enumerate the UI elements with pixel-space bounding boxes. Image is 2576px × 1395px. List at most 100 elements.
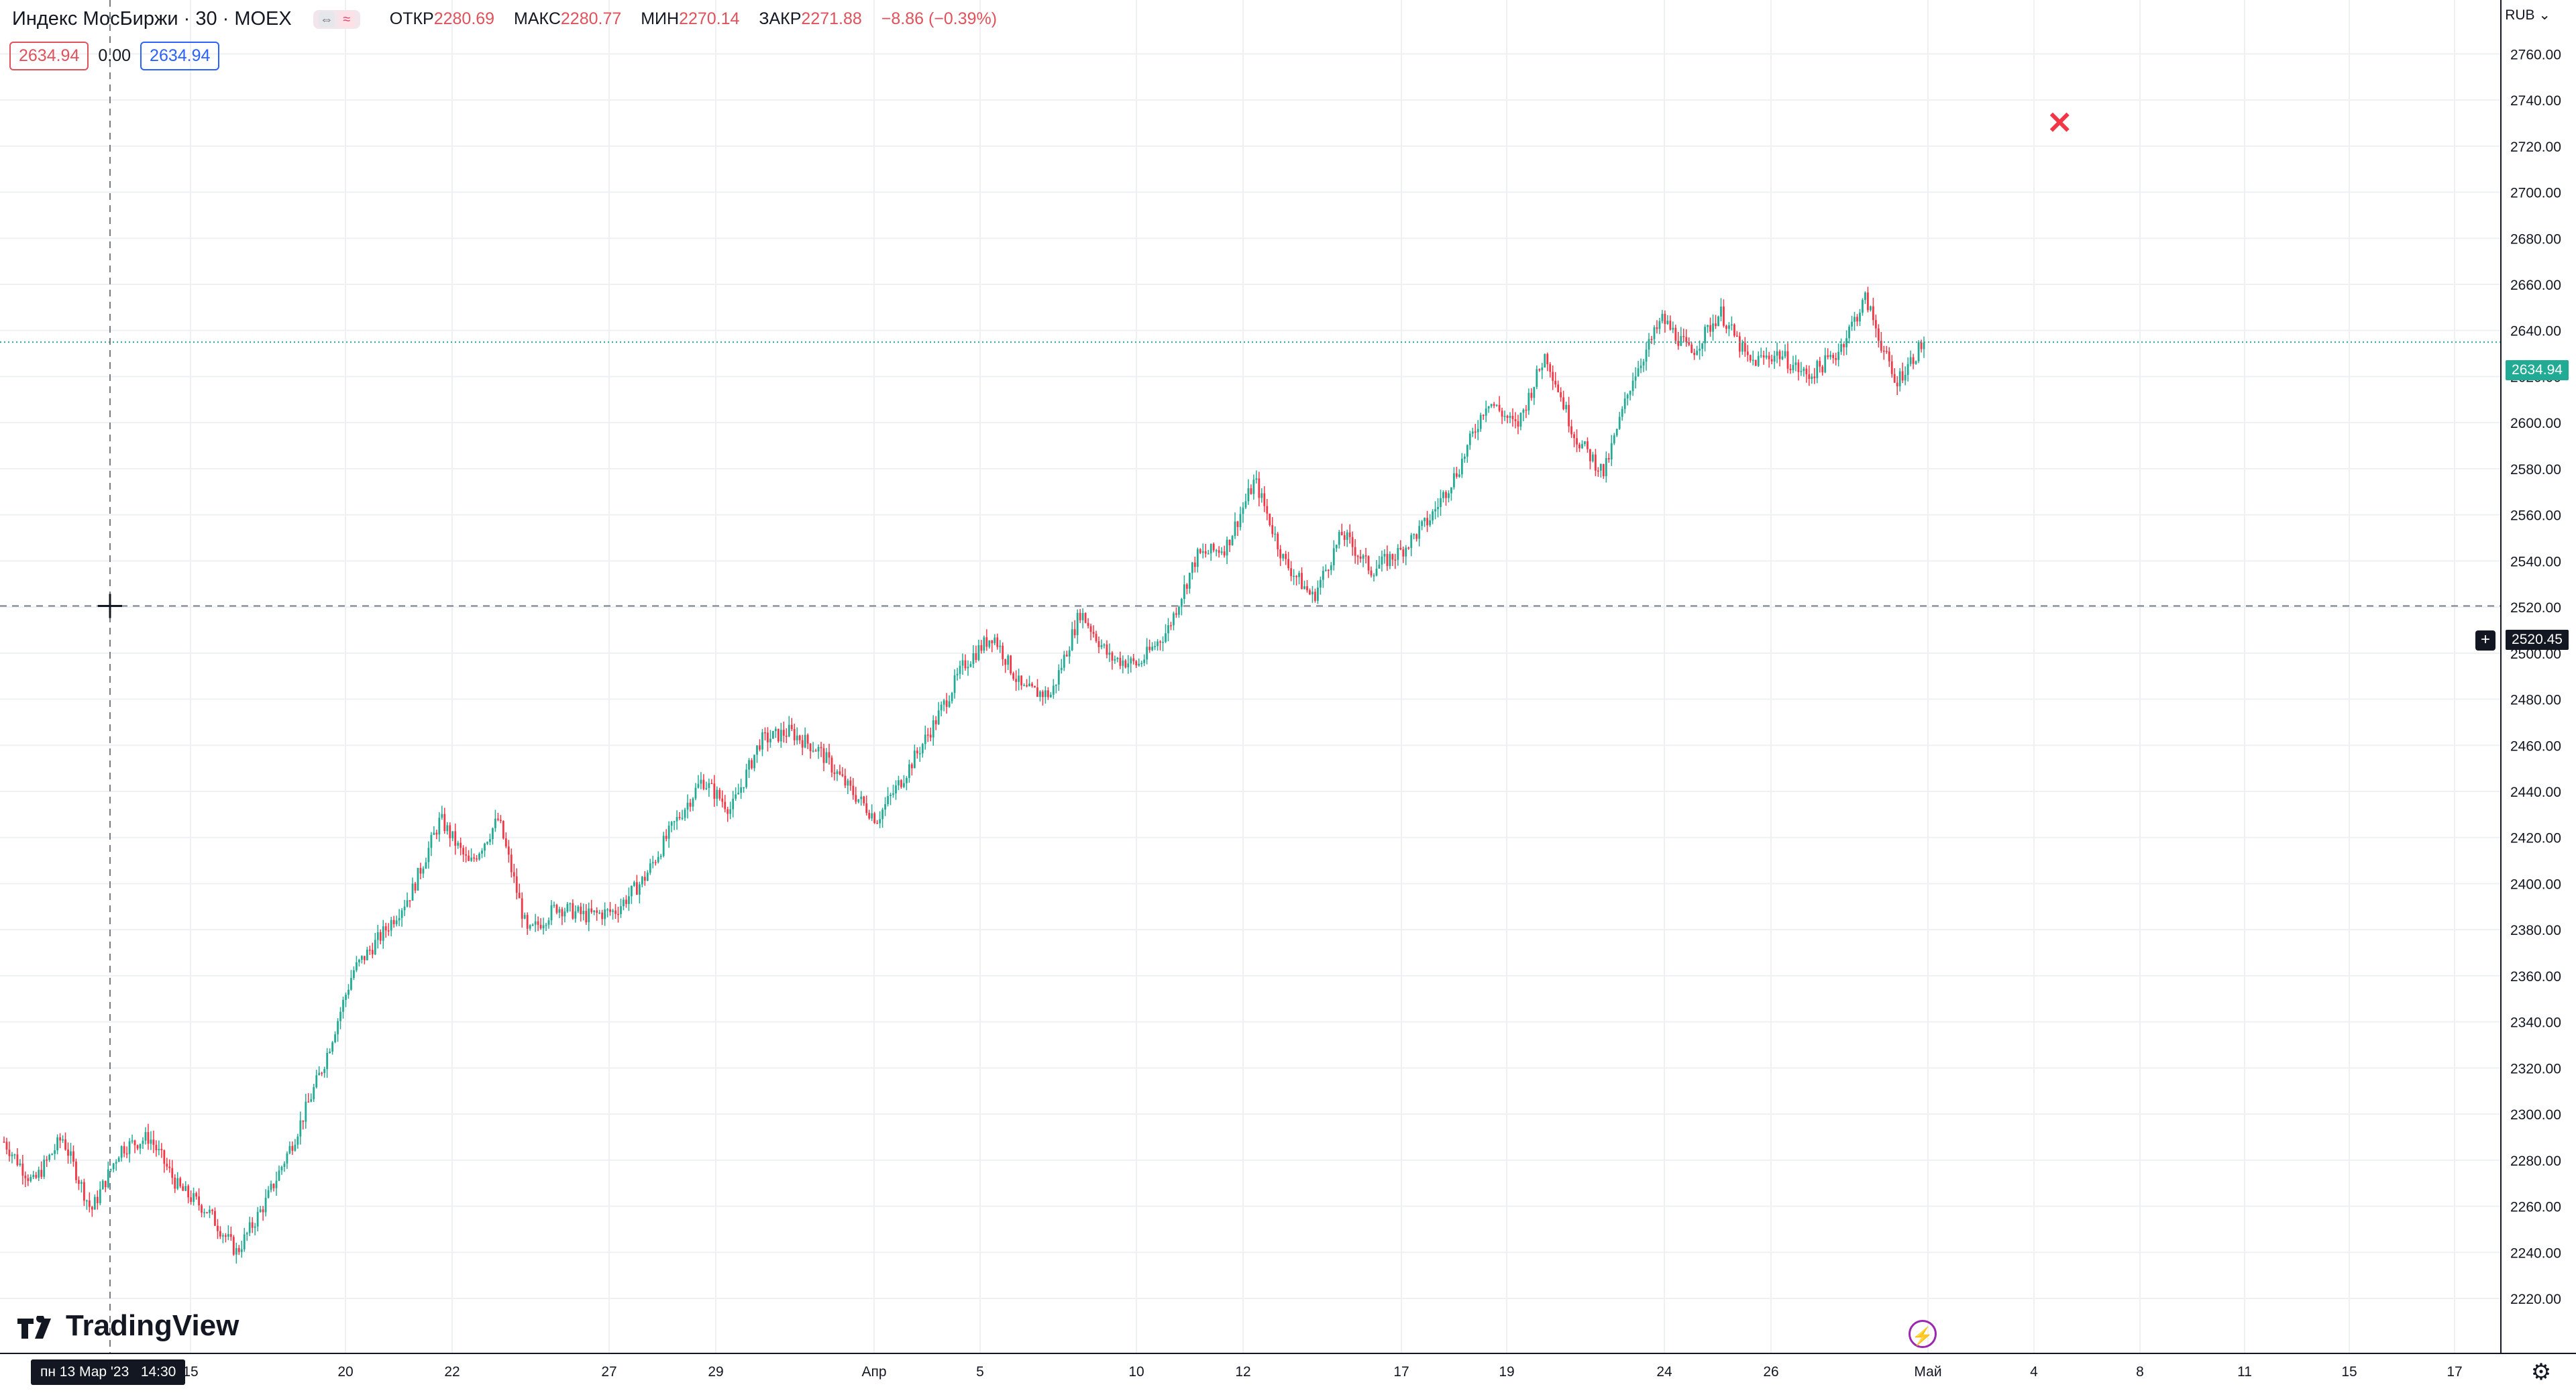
candle-body — [1413, 534, 1415, 536]
add-alert-icon[interactable]: + — [2475, 630, 2496, 651]
candle-body — [665, 836, 667, 839]
candle-body — [1904, 375, 1907, 381]
candle-body — [217, 1225, 219, 1231]
candle-body — [1359, 556, 1362, 559]
candle-body — [1754, 359, 1757, 366]
candle-body — [1907, 364, 1909, 376]
candle-body — [940, 704, 943, 711]
candle-body — [1661, 313, 1664, 321]
candle-body — [13, 1154, 16, 1156]
candle-body — [1576, 438, 1578, 445]
candle-body — [1407, 547, 1410, 549]
buy-button[interactable]: 2634.94 — [140, 42, 220, 70]
candle-body — [721, 798, 724, 802]
candle-body — [229, 1234, 232, 1237]
candle-body — [513, 872, 515, 877]
candle-body — [972, 653, 975, 665]
x-tick-label: 10 — [1128, 1364, 1144, 1380]
candle-body — [1348, 532, 1351, 537]
candle-body — [1677, 341, 1680, 346]
candle-body — [1183, 584, 1185, 600]
candle-body — [1165, 633, 1167, 642]
candle-body — [1108, 653, 1111, 655]
candle-body — [798, 735, 801, 740]
candle-body — [1800, 371, 1803, 372]
candle-body — [534, 921, 537, 925]
symbol-title[interactable]: Индекс МосБиржи · 30 · MOEX — [12, 8, 292, 30]
candle-body — [788, 724, 790, 736]
candle-body — [631, 885, 633, 897]
candle-body — [1456, 473, 1458, 477]
candle-body — [507, 846, 510, 855]
candle-body — [1071, 629, 1073, 651]
candle-body — [1119, 657, 1122, 666]
gear-icon[interactable]: ⚙ — [2530, 1359, 2552, 1385]
lightning-icon[interactable]: ⚡ — [1909, 1320, 1937, 1348]
candle-body — [673, 821, 676, 823]
candle-body — [1813, 376, 1816, 378]
candle-body — [716, 789, 718, 799]
candle-body — [179, 1178, 182, 1186]
candle-body — [1424, 518, 1426, 522]
candle-body — [772, 730, 774, 739]
candle-body — [278, 1170, 280, 1181]
candle-body — [1204, 551, 1207, 554]
candle-body — [1696, 350, 1699, 355]
candle-body — [855, 795, 857, 802]
candle-body — [120, 1146, 123, 1158]
candle-body — [1877, 328, 1880, 341]
candle-body — [1298, 573, 1300, 577]
candle-body — [1471, 431, 1474, 434]
candle-body — [280, 1166, 283, 1171]
currency-selector[interactable]: RUB ⌄ — [2505, 7, 2551, 23]
candle-body — [985, 637, 988, 647]
tradingview-logo[interactable]: TradingView — [16, 1309, 239, 1343]
candle-body — [830, 757, 833, 773]
candle-body — [606, 909, 608, 911]
candle-body — [1688, 342, 1690, 345]
candle-body — [1506, 416, 1509, 418]
candle-body — [1669, 321, 1672, 330]
x-tick-label: Апр — [861, 1364, 886, 1380]
x-tick-label: 19 — [1499, 1364, 1514, 1380]
candle-body — [345, 995, 347, 1000]
candle-body — [1901, 371, 1904, 381]
candle-body — [1007, 655, 1010, 665]
candle-body — [1768, 355, 1770, 359]
candle-body — [651, 862, 654, 864]
candle-body — [1148, 647, 1151, 651]
candle-body — [670, 822, 673, 826]
candle-body — [983, 637, 985, 651]
candle-body — [1212, 543, 1215, 551]
candle-body — [243, 1234, 246, 1249]
candle-body — [147, 1132, 150, 1144]
candle-body — [1578, 444, 1580, 449]
y-tick-label: 2460.00 — [2510, 738, 2561, 754]
close-icon[interactable]: ✕ — [2047, 105, 2073, 140]
candle-body — [454, 831, 457, 846]
candle-body — [302, 1120, 305, 1122]
candle-body — [1693, 352, 1696, 355]
hide-icon[interactable]: ⇔ — [318, 11, 335, 27]
candle-body — [1653, 327, 1656, 339]
candle-body — [299, 1120, 302, 1137]
candle-body — [403, 906, 406, 911]
candle-body — [376, 932, 379, 940]
candle-body — [667, 826, 670, 839]
candle-body — [1201, 551, 1204, 553]
candle-body — [1140, 663, 1143, 665]
candle-body — [187, 1186, 190, 1198]
candle-body — [510, 854, 513, 873]
compare-icon[interactable]: ≈ — [338, 11, 355, 27]
candle-body — [1023, 685, 1025, 687]
candle-body — [908, 764, 910, 778]
y-tick-label: 2360.00 — [2510, 969, 2561, 985]
series-toggle[interactable]: ⇔ ≈ — [313, 9, 360, 29]
candle-body — [975, 653, 977, 661]
candle-body — [1634, 376, 1637, 381]
candle-body — [1597, 470, 1599, 472]
sell-button[interactable]: 2634.94 — [9, 42, 89, 70]
candle-body — [1295, 575, 1297, 577]
candle-body — [331, 1042, 333, 1052]
